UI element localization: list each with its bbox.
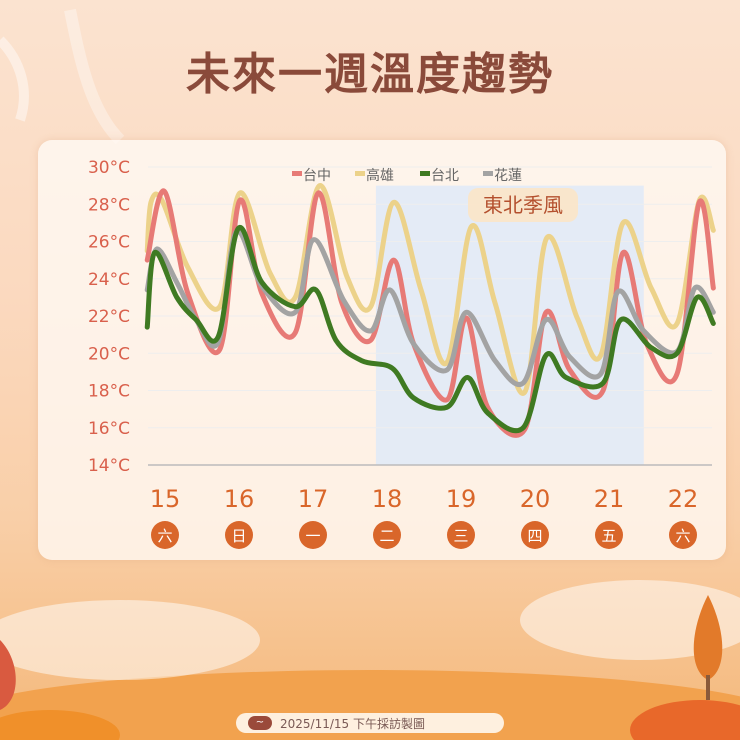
legend-swatch [420,171,430,176]
y-tick-label: 20°C [88,344,130,364]
weekday-badge [595,521,623,549]
weekday-badge [521,521,549,549]
y-tick-label: 24°C [88,270,130,290]
legend-label: 台北 [431,168,459,184]
x-tick-label: 15 [150,485,181,513]
x-tick-label: 20 [520,485,551,513]
weekday-badge [299,521,327,549]
cloud [0,600,260,680]
weekday-badge [225,521,253,549]
x-tick-label: 18 [372,485,403,513]
weekday-badge [447,521,475,549]
page-title: 未來一週溫度趨勢 [186,49,554,100]
y-tick-label: 22°C [88,307,130,327]
tree-icon [0,640,16,710]
y-tick-label: 16°C [88,419,130,439]
weekday-badge [669,521,697,549]
x-tick-label: 21 [594,485,625,513]
weekday-label: 二 [379,527,394,545]
footer-text: 2025/11/15 下午採訪製圖 [280,716,425,731]
weekday-label: 六 [675,527,690,545]
x-tick-label: 22 [668,485,699,513]
weekday-label: 一 [305,527,320,545]
weekday-label: 日 [231,527,246,545]
tree-icon [693,595,723,680]
legend-label: 花蓮 [494,168,522,184]
legend-swatch [483,171,493,176]
series-line-台北 [144,225,716,434]
x-tick-label: 16 [224,485,255,513]
y-tick-label: 14°C [88,456,130,476]
series-line-台中 [144,188,716,438]
cloud [520,580,740,660]
bush-icon [0,710,120,740]
annotation-box [468,188,578,222]
weekday-label: 五 [601,527,616,545]
x-tick-label: 19 [446,485,477,513]
ground-hill [0,670,740,740]
y-tick-label: 18°C [88,382,130,402]
weekday-label: 三 [453,527,468,545]
leaf-watermark [0,36,29,122]
weekday-label: 四 [527,527,542,545]
annotation-label: 東北季風 [483,193,563,217]
footer-credit: ~ 2025/11/15 下午採訪製圖 [236,713,504,733]
y-tick-label: 30°C [88,158,130,178]
legend-label: 高雄 [366,167,394,184]
monsoon-band [375,185,644,465]
x-tick-label: 17 [298,485,329,513]
bush-icon [630,700,740,740]
weekday-badge [373,521,401,549]
y-tick-label: 28°C [88,195,130,215]
y-tick-label: 26°C [88,233,130,253]
weather-bureau-logo-icon: ~ [248,716,272,730]
weekday-label: 六 [157,527,172,545]
legend-swatch [355,171,365,176]
weekday-badge [151,521,179,549]
legend-label: 台中 [303,168,331,184]
legend-swatch [292,171,302,176]
